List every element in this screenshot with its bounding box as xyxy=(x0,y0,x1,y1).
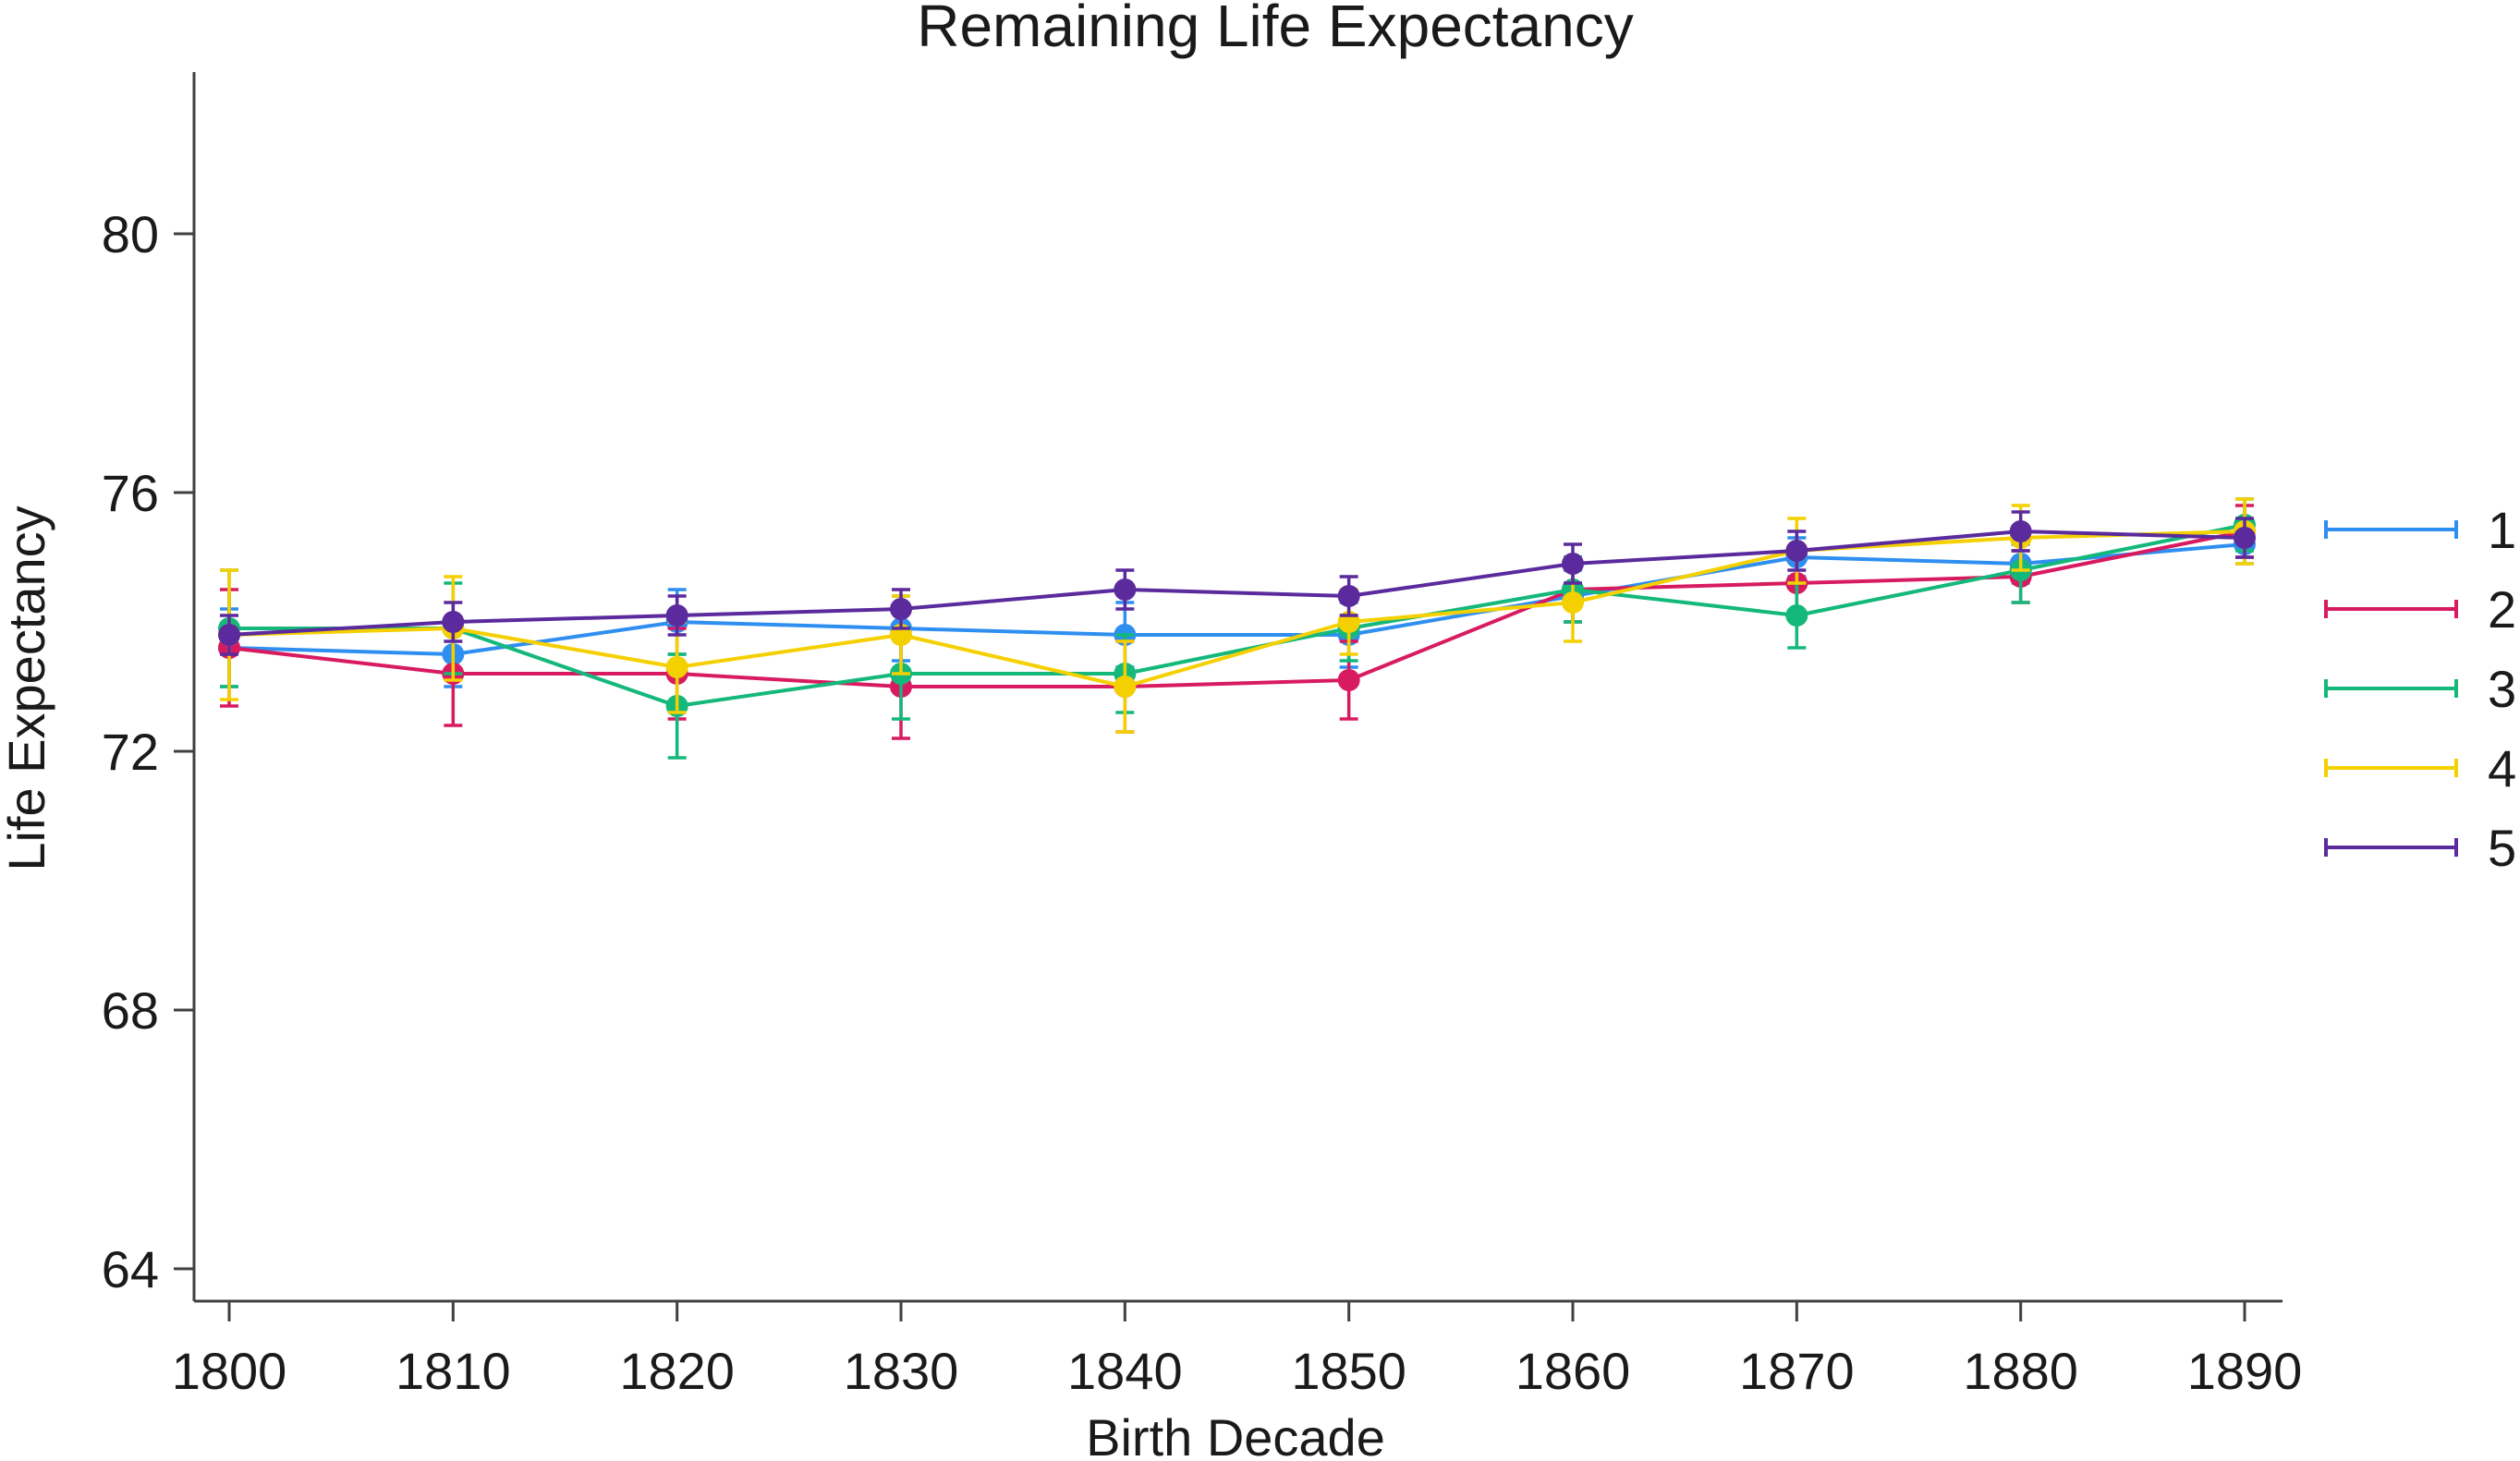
legend-label: 5 xyxy=(2488,819,2516,877)
series-line xyxy=(229,523,2246,708)
legend-item: 5 xyxy=(2324,819,2516,877)
data-point xyxy=(890,598,912,620)
legend-item: 4 xyxy=(2324,739,2516,797)
legend-item: 1 xyxy=(2324,501,2516,559)
legend: 1 2 3 4 5 xyxy=(2324,501,2516,877)
x-tick-label: 1880 xyxy=(1963,1342,2078,1400)
x-tick-label: 1830 xyxy=(844,1342,959,1400)
x-tick-label: 1870 xyxy=(1739,1342,1855,1400)
data-point xyxy=(1114,676,1137,698)
data-point xyxy=(1114,578,1137,601)
x-tick-label: 1890 xyxy=(2187,1342,2303,1400)
series-5 xyxy=(218,510,2256,656)
series-line xyxy=(228,530,2246,637)
y-axis-title: Life Expectancy xyxy=(0,505,55,871)
y-tick-label: 76 xyxy=(102,464,159,522)
x-tick-label: 1850 xyxy=(1291,1342,1406,1400)
legend-item: 2 xyxy=(2324,580,2516,639)
data-point xyxy=(1562,553,1584,575)
y-tick-label: 72 xyxy=(102,723,159,781)
x-tick-label: 1820 xyxy=(619,1342,735,1400)
data-point xyxy=(218,624,240,646)
x-axis-title: Birth Decade xyxy=(1086,1408,1385,1461)
x-tick-label: 1810 xyxy=(396,1342,511,1400)
plot-series xyxy=(218,497,2256,760)
axes xyxy=(192,72,2283,1303)
legend-label: 3 xyxy=(2488,660,2516,718)
x-tick-label: 1800 xyxy=(172,1342,287,1400)
x-tick-label: 1860 xyxy=(1516,1342,1631,1400)
data-point xyxy=(1562,591,1584,614)
data-point xyxy=(1337,669,1360,691)
y-tick-label: 64 xyxy=(102,1240,159,1298)
legend-label: 4 xyxy=(2488,739,2516,797)
series-line xyxy=(228,542,2246,656)
data-point xyxy=(1337,585,1360,607)
data-point xyxy=(2009,520,2032,542)
y-tick-label: 80 xyxy=(102,205,159,263)
series-4 xyxy=(218,497,2256,734)
data-point xyxy=(1785,604,1808,627)
data-point xyxy=(442,611,465,633)
data-point xyxy=(665,604,688,627)
x-ticks: 1800 1810 1820 1830 1840 1850 1860 1870 1880 1890 xyxy=(172,1301,2303,1400)
data-point xyxy=(1785,540,1808,562)
legend-label: 1 xyxy=(2488,501,2516,559)
data-point xyxy=(2234,527,2256,549)
legend-item: 3 xyxy=(2324,660,2516,718)
series-1 xyxy=(218,523,2256,688)
y-tick-label: 68 xyxy=(102,981,159,1040)
legend-label: 2 xyxy=(2488,580,2516,639)
x-tick-label: 1840 xyxy=(1067,1342,1183,1400)
series-line xyxy=(228,530,2246,688)
series-line xyxy=(228,530,2246,688)
data-point xyxy=(665,656,688,678)
chart-title: Remaining Life Expectancy xyxy=(917,0,1634,59)
y-ticks: 64 68 72 76 80 xyxy=(102,205,194,1298)
